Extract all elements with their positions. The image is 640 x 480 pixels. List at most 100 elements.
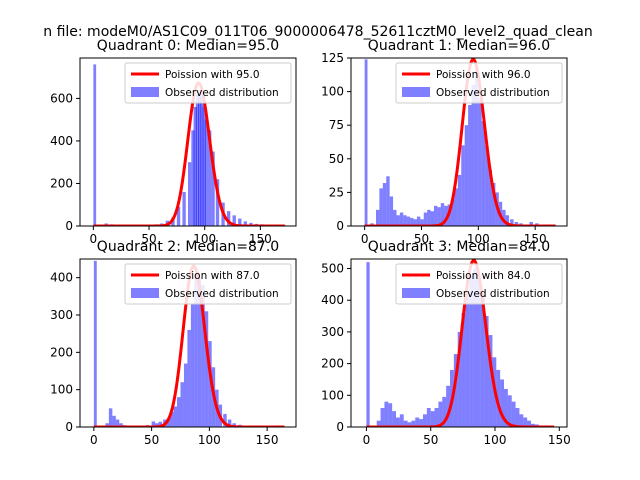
histogram-bar: [388, 403, 393, 427]
x-tick-label: 150: [256, 433, 279, 447]
legend-hist-label: Observed distribution: [165, 87, 279, 99]
y-tick-label: 100: [50, 383, 73, 397]
histogram-bar: [119, 423, 123, 427]
histogram-bar: [480, 293, 485, 427]
histogram-bar: [427, 209, 431, 226]
histogram-bar: [173, 406, 178, 427]
y-tick-label: 200: [321, 357, 344, 371]
legend-fit-label: Poission with 87.0: [165, 270, 260, 282]
histogram-bar: [457, 174, 462, 226]
x-tick-label: 0: [363, 433, 371, 447]
histogram-bar: [393, 209, 397, 226]
histogram-bar: [423, 212, 428, 226]
histogram-bar: [485, 145, 489, 226]
histogram-bar: [507, 395, 512, 427]
histogram-bar: [176, 206, 181, 226]
y-tick-label: 0: [65, 420, 73, 434]
histogram-bar: [188, 162, 192, 226]
legend-box: [395, 263, 563, 305]
histogram-bar: [232, 423, 236, 427]
x-tick-label: 0: [90, 232, 98, 246]
histogram-bar: [170, 412, 174, 427]
histogram-bar: [500, 379, 504, 427]
x-tick-label: 150: [249, 232, 272, 246]
legend: Poission with 96.0 Observed distribution: [395, 62, 563, 104]
histogram-bar: [488, 169, 492, 226]
histogram-bar: [474, 67, 479, 226]
x-tick-label: 50: [141, 232, 156, 246]
histogram-bar: [195, 94, 200, 226]
axes-frame: [79, 57, 297, 227]
histogram-bar: [115, 419, 120, 427]
histogram-bar: [473, 268, 477, 427]
histogram-bar: [420, 219, 424, 226]
legend-hist-label: Observed distribution: [165, 288, 279, 300]
histogram-bar: [200, 96, 204, 226]
histogram-bar: [481, 121, 486, 226]
histogram-bar: [151, 421, 156, 427]
legend-fit-label: Poission with 95.0: [165, 69, 260, 81]
y-tick-label: 50: [329, 152, 344, 166]
histogram-bar: [187, 329, 191, 427]
histogram-bar: [208, 130, 212, 226]
histogram-bar: [519, 414, 524, 427]
histogram-bar: [464, 125, 469, 226]
legend-hist-swatch: [402, 288, 430, 298]
histogram-bar: [193, 106, 197, 226]
histogram-bar: [208, 341, 212, 427]
axes-frame: [350, 258, 568, 428]
histogram-bar: [376, 209, 380, 226]
histogram-bar: [531, 423, 535, 427]
histogram-bar: [399, 414, 404, 427]
histogram-bar: [403, 420, 408, 427]
histogram-bar: [529, 221, 533, 226]
histogram-bar: [158, 421, 163, 427]
histogram-bar: [484, 316, 489, 427]
histogram-bar: [194, 273, 198, 427]
subplot-quadrant-2: 0 50 100 150 0 100 200 300 400 Quadrant 2: Median…: [50, 239, 297, 447]
histogram-bar: [197, 277, 202, 427]
histogram-bar: [93, 64, 97, 226]
histogram-bar: [419, 419, 423, 427]
subplot-title: Quadrant 0: Median=95.0: [97, 38, 279, 54]
histogram-bar: [430, 411, 435, 427]
legend: Poission with 84.0 Observed distribution: [395, 263, 563, 305]
histogram-bar: [166, 418, 171, 427]
histogram-bar: [177, 397, 181, 427]
histogram-bar: [384, 401, 389, 427]
histogram-bar: [523, 417, 528, 427]
y-tick-label: 200: [50, 345, 73, 359]
histogram-bar: [180, 382, 184, 427]
histogram-bar: [406, 216, 411, 226]
axes-frame: [350, 57, 568, 227]
figure-suptitle: n file: modeM0/AS1C09_011T06_9000006478_…: [43, 24, 592, 40]
histogram-bar: [433, 205, 438, 226]
histogram-bar: [504, 388, 508, 427]
histogram-bar: [392, 411, 396, 427]
histogram-bar: [364, 59, 368, 226]
y-tick-label: 25: [329, 185, 344, 199]
histogram-bar: [249, 222, 253, 226]
plot-area: [93, 64, 286, 226]
histogram-bar: [415, 417, 420, 427]
histogram-bar: [396, 417, 400, 427]
histogram-bar: [407, 422, 412, 427]
histogram-bar: [190, 303, 195, 427]
y-tick-label: 600: [50, 91, 73, 105]
histogram-bar: [227, 419, 232, 427]
histogram-bar: [232, 215, 236, 226]
histogram-bar: [112, 415, 116, 427]
histogram-bar: [191, 130, 195, 226]
y-tick-label: 125: [321, 51, 344, 65]
legend-hist-label: Observed distribution: [436, 87, 550, 99]
histogram-bar: [403, 215, 407, 226]
poisson-fit-line: [93, 81, 285, 226]
histogram-bar: [223, 413, 227, 427]
histogram-bar: [453, 354, 458, 427]
histogram-bar: [468, 105, 472, 226]
legend-box: [124, 263, 292, 305]
y-tick-label: 300: [321, 325, 344, 339]
legend-fit-label: Poission with 96.0: [436, 69, 531, 81]
x-tick-label: 50: [423, 433, 438, 447]
